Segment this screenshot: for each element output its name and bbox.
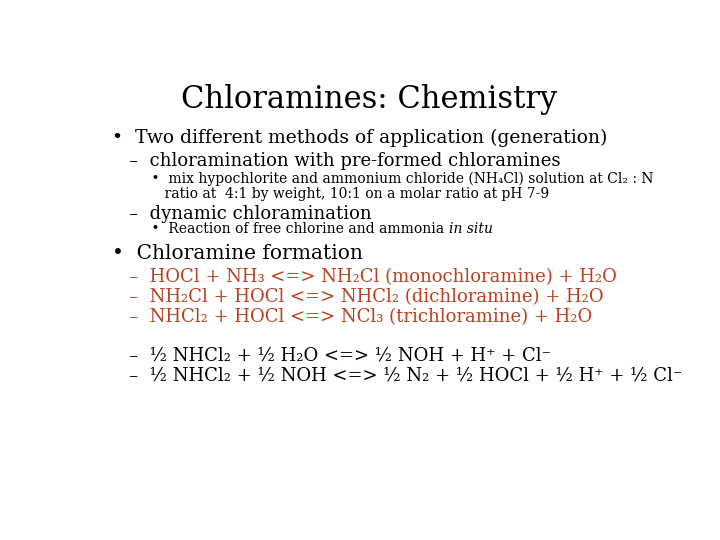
Text: •  Chloramine formation: • Chloramine formation (112, 245, 363, 264)
Text: ratio at  4:1 by weight, 10:1 on a molar ratio at pH 7-9: ratio at 4:1 by weight, 10:1 on a molar … (112, 187, 549, 201)
Text: –  HOCl + NH₃ <=> NH₂Cl (monochloramine) + H₂O: – HOCl + NH₃ <=> NH₂Cl (monochloramine) … (112, 268, 617, 286)
Text: •  Two different methods of application (generation): • Two different methods of application (… (112, 129, 608, 147)
Text: •  mix hypochlorite and ammonium chloride (NH₄Cl) solution at Cl₂ : N: • mix hypochlorite and ammonium chloride… (112, 172, 654, 186)
Text: –  NHCl₂ + HOCl <=> NCl₃ (trichloramine) + H₂O: – NHCl₂ + HOCl <=> NCl₃ (trichloramine) … (112, 308, 593, 326)
Text: –  NH₂Cl + HOCl <=> NHCl₂ (dichloramine) + H₂O: – NH₂Cl + HOCl <=> NHCl₂ (dichloramine) … (112, 288, 604, 306)
Text: •  Reaction of free chlorine and ammonia: • Reaction of free chlorine and ammonia (112, 222, 449, 236)
Text: –  ½ NHCl₂ + ½ H₂O <=> ½ NOH + H⁺ + Cl⁻: – ½ NHCl₂ + ½ H₂O <=> ½ NOH + H⁺ + Cl⁻ (112, 347, 552, 364)
Text: –  ½ NHCl₂ + ½ NOH <=> ½ N₂ + ½ HOCl + ½ H⁺ + ½ Cl⁻: – ½ NHCl₂ + ½ NOH <=> ½ N₂ + ½ HOCl + ½ … (112, 367, 683, 384)
Text: in situ: in situ (449, 222, 492, 236)
Text: –  chloramination with pre-formed chloramines: – chloramination with pre-formed chloram… (112, 152, 561, 170)
Text: Chloramines: Chemistry: Chloramines: Chemistry (181, 84, 557, 114)
Text: –  dynamic chloramination: – dynamic chloramination (112, 205, 372, 224)
